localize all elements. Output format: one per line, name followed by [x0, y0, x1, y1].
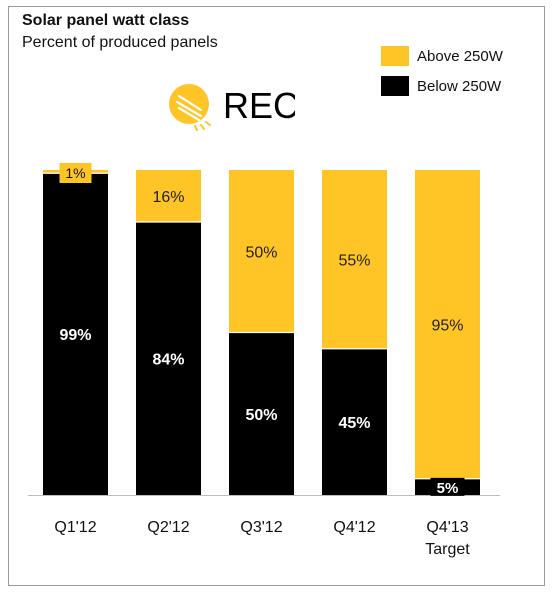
x-tick-label: Q2'12: [147, 519, 189, 536]
chart-title: Solar panel watt class: [22, 12, 190, 29]
bar-below-250w: [229, 332, 294, 495]
bar-below-250w: [136, 222, 201, 495]
data-label-above-250w: 95%: [431, 317, 463, 334]
rec-logo: REC: [169, 84, 295, 131]
legend-swatch-below-250w: [381, 76, 409, 96]
data-label-below-250w: 5%: [437, 480, 459, 497]
x-tick-label: Q4'12: [333, 519, 375, 536]
x-tick-label: Q4'13: [426, 519, 468, 536]
legend: Above 250W Below 250W: [381, 44, 503, 104]
data-label-below-250w: 45%: [338, 415, 370, 432]
x-tick-label: Q3'12: [240, 519, 282, 536]
data-label-box: [430, 477, 465, 496]
bar-above-250w: [229, 170, 294, 333]
data-label-below-250w: 50%: [245, 407, 277, 424]
data-label-above-250w: 50%: [245, 244, 277, 261]
legend-item-above-250w: Above 250W: [381, 44, 503, 68]
rec-logo-text: REC: [223, 85, 295, 126]
data-label-below-250w: 84%: [152, 352, 184, 369]
rec-sun-logo-icon: [169, 84, 211, 131]
data-label-above-250w: 16%: [152, 189, 184, 206]
bar-below-250w: [322, 348, 387, 495]
data-label-above-250w: 55%: [338, 252, 370, 269]
x-tick-label: Target: [425, 541, 470, 558]
legend-label-above-250w: Above 250W: [417, 47, 503, 65]
bar-above-250w: [322, 170, 387, 349]
chart-subtitle: Percent of produced panels: [22, 34, 218, 51]
data-label-below-250w: 99%: [59, 327, 91, 344]
bar-above-250w: [136, 170, 201, 222]
bar-below-250w: [43, 173, 108, 495]
legend-swatch-above-250w: [381, 46, 409, 66]
legend-item-below-250w: Below 250W: [381, 74, 503, 98]
x-tick-label: Q1'12: [54, 519, 96, 536]
data-label-above-250w: 1%: [65, 165, 85, 181]
bar-above-250w: [415, 170, 480, 479]
legend-label-below-250w: Below 250W: [417, 77, 502, 95]
data-label-box: [59, 163, 92, 183]
